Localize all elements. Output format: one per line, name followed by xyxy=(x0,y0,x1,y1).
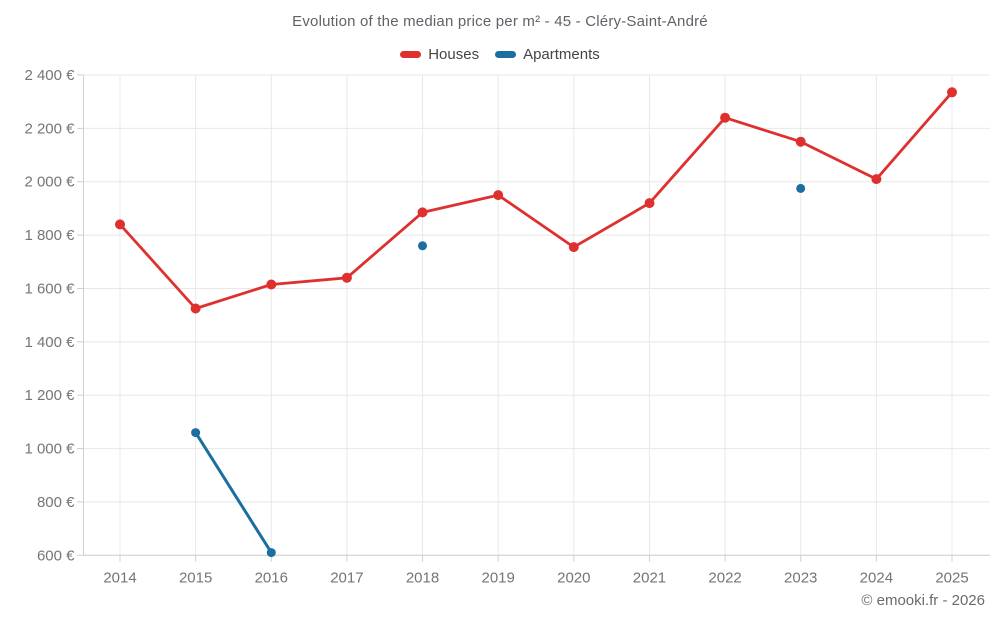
y-axis-label: 1 800 € xyxy=(24,227,75,244)
y-axis-label: 2 400 € xyxy=(24,67,75,84)
houses-point xyxy=(417,207,428,218)
houses-legend-label: Houses xyxy=(428,46,480,63)
houses-point xyxy=(947,87,957,98)
copyright-text: © emooki.fr - 2026 xyxy=(861,592,985,609)
houses-point xyxy=(568,242,579,253)
x-axis-label: 2015 xyxy=(179,569,212,586)
houses-point xyxy=(795,136,806,147)
apartments-point xyxy=(796,183,806,193)
x-axis-label: 2019 xyxy=(481,569,514,586)
houses-legend-marker-icon xyxy=(400,51,422,58)
apartments-legend-label: Apartments xyxy=(523,46,600,63)
y-axis-label: 2 000 € xyxy=(24,174,75,191)
legend-item-apartments[interactable]: Apartments xyxy=(495,46,600,63)
y-axis-label: 800 € xyxy=(37,494,75,511)
apartments-point xyxy=(191,428,201,438)
legend-item-houses[interactable]: Houses xyxy=(400,46,479,63)
y-axis-label: 600 € xyxy=(37,547,75,564)
y-axis-label: 1 200 € xyxy=(24,387,75,404)
apartments-point xyxy=(266,548,276,558)
y-axis-label: 1 600 € xyxy=(24,280,75,297)
houses-line xyxy=(118,90,954,310)
houses-point xyxy=(115,219,125,230)
apartments-legend-marker-icon xyxy=(495,51,517,58)
y-axis-label: 1 400 € xyxy=(24,334,75,351)
x-axis-label: 2020 xyxy=(557,569,590,586)
y-axis-label: 2 200 € xyxy=(24,120,75,137)
x-axis-label: 2022 xyxy=(708,569,741,586)
x-axis-label: 2016 xyxy=(255,569,288,586)
x-axis-label: 2024 xyxy=(860,569,893,586)
apartments-point xyxy=(418,241,427,251)
x-axis-label: 2017 xyxy=(330,569,363,586)
chart-legend: Houses Apartments xyxy=(0,46,1000,63)
x-axis-label: 2018 xyxy=(406,569,439,586)
houses-point xyxy=(720,112,731,123)
x-axis-label: 2023 xyxy=(784,569,817,586)
chart-title: Evolution of the median price per m² - 4… xyxy=(292,13,708,30)
houses-point xyxy=(341,272,352,283)
x-axis-label: 2025 xyxy=(935,569,968,586)
x-axis-label: 2014 xyxy=(103,569,136,586)
houses-point xyxy=(190,303,201,314)
apartments-line xyxy=(194,431,273,555)
houses-point xyxy=(871,174,882,185)
houses-point xyxy=(644,198,655,209)
x-axis-label: 2021 xyxy=(633,569,666,586)
houses-point xyxy=(266,279,277,290)
houses-point xyxy=(493,190,504,201)
y-axis-label: 1 000 € xyxy=(24,441,75,458)
